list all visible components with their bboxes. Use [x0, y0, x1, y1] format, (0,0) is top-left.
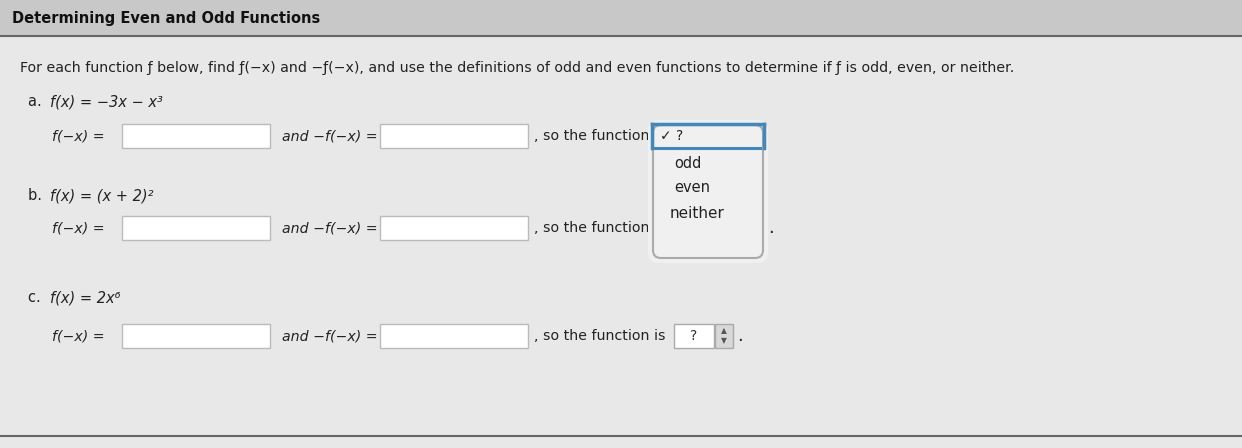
FancyBboxPatch shape	[674, 324, 714, 348]
FancyBboxPatch shape	[380, 324, 528, 348]
Text: f(x) = −3x − x³: f(x) = −3x − x³	[50, 95, 163, 109]
FancyBboxPatch shape	[122, 124, 270, 148]
FancyBboxPatch shape	[0, 36, 1242, 436]
Text: f(x) = (x + 2)²: f(x) = (x + 2)²	[50, 189, 154, 203]
Text: f(−x) =: f(−x) =	[52, 129, 104, 143]
Text: and −f(−x) =: and −f(−x) =	[282, 329, 378, 343]
Text: , so the function is: , so the function is	[534, 329, 666, 343]
Text: c.: c.	[29, 290, 50, 306]
Text: Determining Even and Odd Functions: Determining Even and Odd Functions	[12, 10, 320, 26]
FancyBboxPatch shape	[380, 124, 528, 148]
Text: ▼: ▼	[722, 336, 727, 345]
FancyBboxPatch shape	[0, 0, 1242, 36]
Text: For each function ƒ below, find ƒ(−x) and −ƒ(−x), and use the definitions of odd: For each function ƒ below, find ƒ(−x) an…	[20, 61, 1015, 75]
Text: .: .	[737, 327, 743, 345]
Text: a.: a.	[29, 95, 51, 109]
Text: .: .	[768, 219, 774, 237]
Text: b.: b.	[29, 189, 51, 203]
Text: , so the function: , so the function	[534, 221, 650, 235]
Text: ?: ?	[691, 329, 698, 343]
FancyBboxPatch shape	[715, 324, 733, 348]
Text: ▲: ▲	[722, 327, 727, 336]
Text: odd: odd	[674, 155, 702, 171]
Text: and −f(−x) =: and −f(−x) =	[282, 129, 378, 143]
FancyBboxPatch shape	[122, 216, 270, 240]
Text: f(x) = 2x⁶: f(x) = 2x⁶	[50, 290, 120, 306]
FancyBboxPatch shape	[652, 124, 764, 148]
Text: and −f(−x) =: and −f(−x) =	[282, 221, 378, 235]
Text: , so the function: , so the function	[534, 129, 650, 143]
Text: f(−x) =: f(−x) =	[52, 329, 104, 343]
Text: f(−x) =: f(−x) =	[52, 221, 104, 235]
Text: neither: neither	[669, 207, 725, 221]
Text: even: even	[674, 181, 710, 195]
Text: ✓ ?: ✓ ?	[660, 129, 683, 143]
FancyBboxPatch shape	[122, 324, 270, 348]
FancyBboxPatch shape	[648, 120, 768, 263]
FancyBboxPatch shape	[380, 216, 528, 240]
